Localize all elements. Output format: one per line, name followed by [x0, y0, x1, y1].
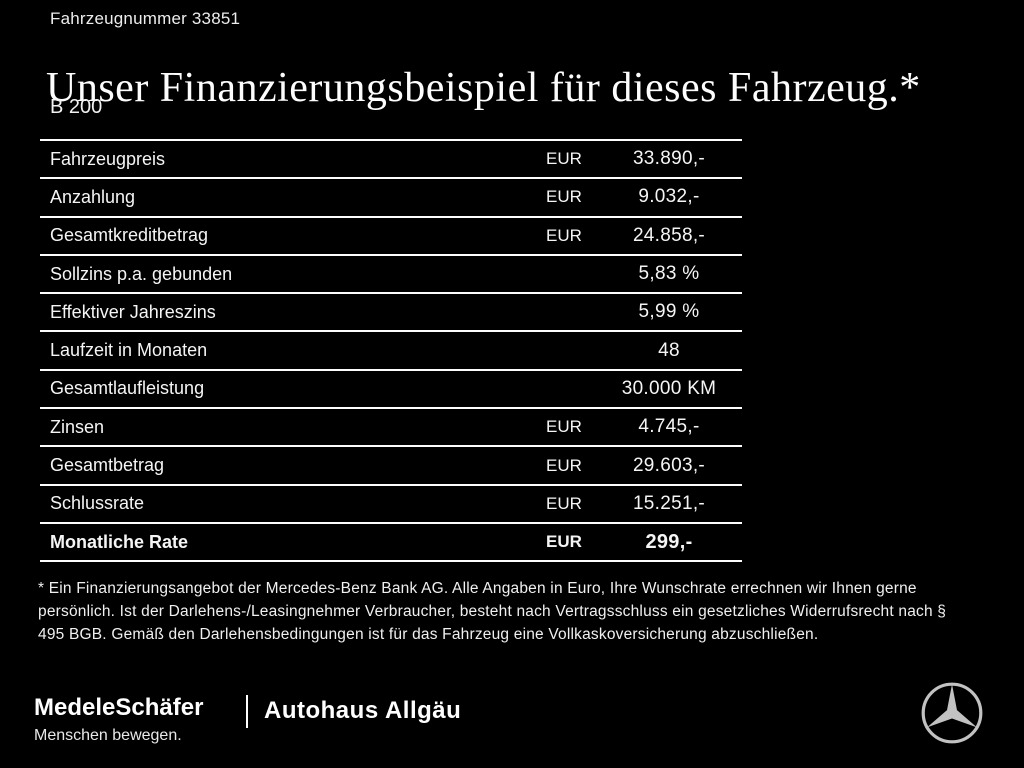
table-row: Fahrzeugpreis EUR 33.890,-: [40, 139, 742, 177]
table-row: Gesamtlaufleistung 30.000 KM: [40, 368, 742, 407]
table-row: Schlussrate EUR 15.251,-: [40, 483, 742, 522]
dealer-logo-medeleschaefer: MedeleSchäfer: [34, 694, 204, 721]
dealer-logo-autohaus-allgaeu: Autohaus Allgäu: [264, 697, 462, 724]
financing-table: Fahrzeugpreis EUR 33.890,- Anzahlung EUR…: [40, 139, 742, 563]
table-row: Monatliche Rate EUR 299,-: [40, 521, 742, 560]
row-label: Gesamtkreditbetrag: [50, 225, 209, 246]
page-title: Unser Finanzierungsbeispiel für dieses F…: [46, 65, 921, 112]
row-value: 299,-: [645, 530, 693, 553]
table-row: Anzahlung EUR 9.032,-: [40, 177, 742, 215]
row-value: 15.251,-: [632, 492, 706, 514]
mercedes-star-icon: [920, 681, 984, 745]
table-row: Sollzins p.a. gebunden 5,83 %: [40, 253, 742, 292]
row-label: Zinsen: [50, 416, 105, 437]
row-currency: EUR: [546, 225, 582, 245]
row-label: Anzahlung: [50, 186, 136, 207]
row-value: 5,99 %: [638, 301, 700, 323]
table-row: Zinsen EUR 4.745,-: [40, 407, 742, 445]
row-value: 33.890,-: [632, 148, 706, 170]
table-row: Effektiver Jahreszins 5,99 %: [40, 292, 742, 330]
table-row: Laufzeit in Monaten 48: [40, 330, 742, 368]
row-value: 5,83 %: [638, 263, 700, 285]
row-currency: EUR: [546, 532, 582, 552]
row-label: Effektiver Jahreszins: [50, 301, 216, 322]
legal-footnote: * Ein Finanzierungsangebot der Mercedes-…: [38, 580, 947, 643]
footer-divider: [246, 695, 248, 728]
row-label: Gesamtbetrag: [50, 455, 165, 476]
row-value: 30.000 KM: [621, 377, 717, 399]
table-row: Gesamtkreditbetrag EUR 24.858,-: [40, 215, 742, 254]
row-value: 9.032,-: [638, 186, 700, 208]
row-label: Laufzeit in Monaten: [50, 340, 208, 361]
row-label: Fahrzeugpreis: [50, 148, 166, 169]
row-currency: EUR: [546, 187, 582, 207]
row-label: Schlussrate: [50, 493, 145, 514]
row-currency: EUR: [546, 455, 582, 475]
row-label: Sollzins p.a. gebunden: [50, 263, 233, 284]
row-value: 29.603,-: [632, 454, 706, 476]
table-row: Gesamtbetrag EUR 29.603,-: [40, 445, 742, 483]
vehicle-number: Fahrzeugnummer 33851: [50, 9, 241, 28]
row-value: 24.858,-: [632, 224, 706, 246]
row-value: 48: [658, 339, 680, 361]
row-label: Gesamtlaufleistung: [50, 378, 205, 399]
row-currency: EUR: [546, 149, 582, 169]
dealer-tagline: Menschen bewegen.: [34, 727, 182, 744]
row-currency: EUR: [546, 493, 582, 513]
row-value: 4.745,-: [638, 416, 700, 438]
row-currency: EUR: [546, 417, 582, 437]
vehicle-model: B 200: [50, 96, 103, 118]
row-label: Monatliche Rate: [50, 531, 189, 552]
